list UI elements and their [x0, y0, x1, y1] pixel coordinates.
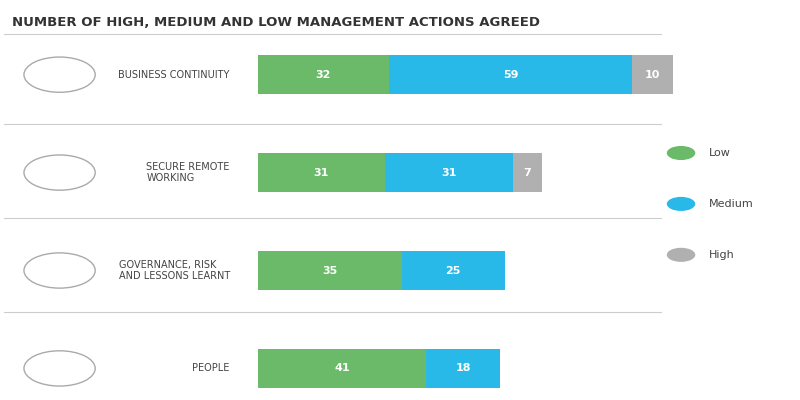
FancyBboxPatch shape — [258, 55, 390, 94]
Text: 59: 59 — [503, 70, 518, 80]
Text: SECURE REMOTE
WORKING: SECURE REMOTE WORKING — [146, 162, 230, 183]
Text: 35: 35 — [322, 266, 337, 276]
Circle shape — [666, 146, 695, 160]
Text: GOVERNANCE, RISK
AND LESSONS LEARNT: GOVERNANCE, RISK AND LESSONS LEARNT — [118, 260, 230, 281]
Text: 41: 41 — [334, 364, 350, 374]
Text: NUMBER OF HIGH, MEDIUM AND LOW MANAGEMENT ACTIONS AGREED: NUMBER OF HIGH, MEDIUM AND LOW MANAGEMEN… — [12, 16, 540, 29]
FancyBboxPatch shape — [258, 251, 402, 290]
FancyBboxPatch shape — [258, 153, 385, 192]
Text: 31: 31 — [314, 168, 329, 178]
Text: 18: 18 — [455, 364, 471, 374]
Text: 31: 31 — [442, 168, 457, 178]
Text: High: High — [709, 250, 734, 260]
FancyBboxPatch shape — [385, 153, 513, 192]
Text: Medium: Medium — [709, 199, 754, 209]
Circle shape — [666, 248, 695, 262]
Text: 25: 25 — [446, 266, 461, 276]
Circle shape — [666, 197, 695, 211]
FancyBboxPatch shape — [402, 251, 505, 290]
Text: 7: 7 — [523, 168, 531, 178]
Text: Low: Low — [709, 148, 730, 158]
FancyBboxPatch shape — [632, 55, 674, 94]
FancyBboxPatch shape — [258, 349, 426, 388]
Text: BUSINESS CONTINUITY: BUSINESS CONTINUITY — [118, 70, 230, 80]
FancyBboxPatch shape — [390, 55, 632, 94]
FancyBboxPatch shape — [426, 349, 500, 388]
Text: PEOPLE: PEOPLE — [193, 364, 230, 374]
Text: 32: 32 — [316, 70, 331, 80]
Text: 10: 10 — [645, 70, 660, 80]
FancyBboxPatch shape — [513, 153, 542, 192]
